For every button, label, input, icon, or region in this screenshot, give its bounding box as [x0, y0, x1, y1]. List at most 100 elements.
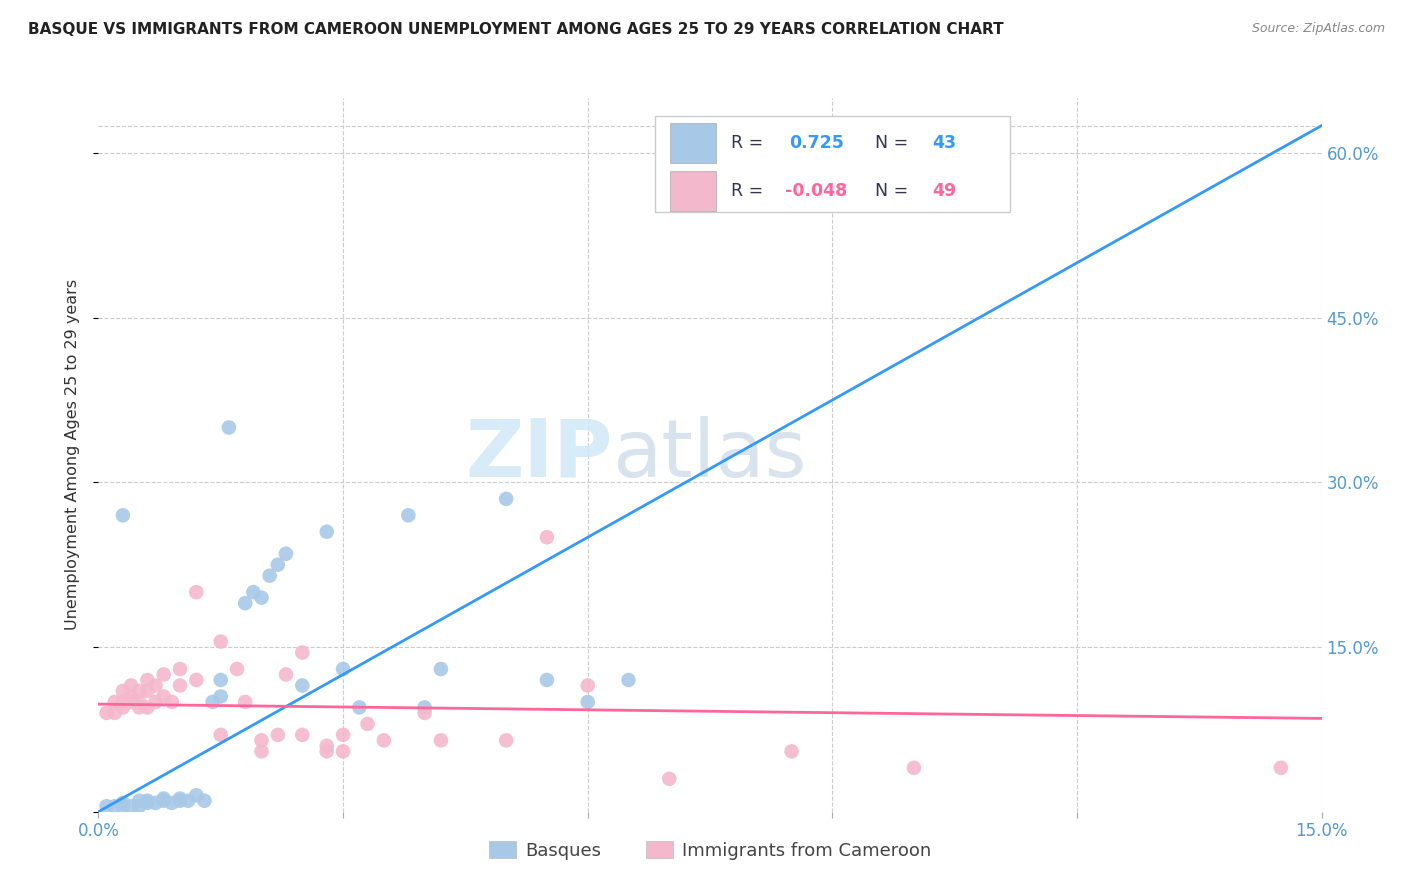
Point: [136, 684, 159, 698]
Point: [128, 799, 150, 814]
Point: [291, 646, 314, 660]
Point: [209, 728, 232, 742]
Text: -0.048: -0.048: [785, 182, 846, 200]
Point: [349, 700, 371, 714]
Point: [218, 420, 240, 434]
Point: [120, 690, 142, 704]
FancyBboxPatch shape: [669, 123, 716, 162]
Point: [903, 761, 925, 775]
Point: [160, 695, 183, 709]
Point: [177, 794, 200, 808]
Text: 49: 49: [932, 182, 956, 200]
Point: [186, 789, 208, 803]
Point: [169, 791, 191, 805]
Point: [111, 796, 134, 810]
Point: [152, 791, 174, 805]
Point: [373, 733, 395, 747]
Point: [267, 558, 290, 572]
Point: [332, 744, 354, 758]
Point: [111, 799, 134, 814]
Point: [495, 733, 517, 747]
Point: [233, 695, 256, 709]
Point: [169, 794, 191, 808]
Point: [413, 706, 436, 720]
Point: [145, 678, 167, 692]
Point: [128, 794, 150, 808]
Point: [658, 772, 681, 786]
Point: [250, 591, 273, 605]
Point: [226, 662, 249, 676]
Point: [250, 733, 273, 747]
Point: [396, 508, 419, 523]
Point: [315, 744, 337, 758]
Point: [274, 547, 297, 561]
Text: ZIP: ZIP: [465, 416, 612, 494]
Text: N =: N =: [875, 182, 914, 200]
Point: [209, 690, 232, 704]
Text: R =: R =: [731, 134, 769, 152]
Point: [152, 667, 174, 681]
Point: [821, 178, 844, 193]
FancyBboxPatch shape: [669, 171, 716, 211]
Point: [128, 700, 150, 714]
Point: [430, 733, 453, 747]
Point: [209, 673, 232, 687]
Point: [233, 596, 256, 610]
Point: [104, 695, 127, 709]
Point: [96, 799, 118, 814]
Point: [152, 794, 174, 808]
Point: [315, 739, 337, 753]
Point: [356, 717, 378, 731]
Text: BASQUE VS IMMIGRANTS FROM CAMEROON UNEMPLOYMENT AMONG AGES 25 TO 29 YEARS CORREL: BASQUE VS IMMIGRANTS FROM CAMEROON UNEMP…: [28, 22, 1004, 37]
Point: [250, 744, 273, 758]
Text: Source: ZipAtlas.com: Source: ZipAtlas.com: [1251, 22, 1385, 36]
Point: [536, 530, 558, 544]
Point: [128, 695, 150, 709]
Point: [943, 178, 966, 193]
Point: [120, 799, 142, 814]
Point: [430, 662, 453, 676]
Point: [413, 700, 436, 714]
Point: [617, 673, 640, 687]
Point: [111, 700, 134, 714]
Point: [201, 695, 224, 709]
Point: [193, 794, 215, 808]
Point: [242, 585, 264, 599]
Point: [104, 799, 127, 814]
Point: [186, 585, 208, 599]
Point: [96, 706, 118, 720]
Text: R =: R =: [731, 182, 769, 200]
Point: [259, 568, 281, 582]
Point: [267, 728, 290, 742]
Point: [675, 173, 697, 187]
Point: [136, 794, 159, 808]
Point: [136, 796, 159, 810]
Point: [315, 524, 337, 539]
Point: [136, 700, 159, 714]
Point: [111, 508, 134, 523]
Point: [291, 678, 314, 692]
Text: 43: 43: [932, 134, 956, 152]
Point: [136, 673, 159, 687]
Point: [160, 796, 183, 810]
Point: [1270, 761, 1292, 775]
Point: [332, 728, 354, 742]
Point: [169, 662, 191, 676]
Point: [152, 690, 174, 704]
Text: 0.725: 0.725: [790, 134, 845, 152]
Point: [120, 678, 142, 692]
FancyBboxPatch shape: [655, 116, 1010, 212]
Point: [780, 744, 803, 758]
Point: [120, 695, 142, 709]
Point: [274, 667, 297, 681]
Point: [576, 678, 599, 692]
Point: [104, 706, 127, 720]
Legend: Basques, Immigrants from Cameroon: Basques, Immigrants from Cameroon: [481, 834, 939, 867]
Point: [576, 695, 599, 709]
Point: [169, 678, 191, 692]
Point: [536, 673, 558, 687]
Y-axis label: Unemployment Among Ages 25 to 29 years: Unemployment Among Ages 25 to 29 years: [65, 279, 80, 631]
Text: atlas: atlas: [612, 416, 807, 494]
Point: [128, 684, 150, 698]
Point: [145, 695, 167, 709]
